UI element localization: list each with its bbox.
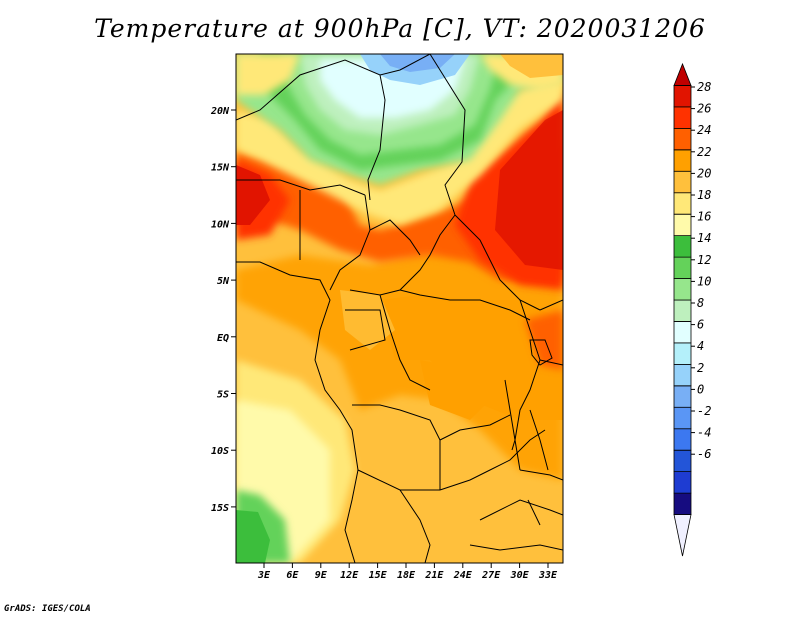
- colorbar-segment: [673, 299, 692, 322]
- colorbar-segment: [673, 192, 692, 215]
- colorbar-segment: [673, 149, 692, 172]
- colorbar-label: 28: [697, 80, 711, 94]
- colorbar-segment: [673, 449, 692, 473]
- lon-tick-label: 9E: [315, 570, 328, 581]
- colorbar-label: 14: [697, 231, 711, 245]
- colorbar-segment: [673, 256, 692, 279]
- lat-tick-label: 5N: [217, 276, 230, 287]
- colorbar-segment: [673, 235, 692, 258]
- colorbar-segment: [673, 106, 692, 129]
- colorbar-segment: [673, 321, 692, 344]
- lon-tick-label: 18E: [397, 570, 416, 581]
- colorbar-label: -6: [697, 447, 711, 461]
- colorbar-label: 8: [697, 296, 704, 310]
- temperature-field: [236, 54, 563, 563]
- colorbar-label: 4: [697, 339, 704, 353]
- colorbar-label: 24: [697, 123, 711, 137]
- colorbar-segment: [673, 514, 692, 557]
- colorbar-label: 18: [697, 188, 711, 202]
- plot-frame: [235, 53, 564, 564]
- colorbar-segment: [673, 428, 692, 451]
- lon-tick-label: 27E: [481, 570, 501, 581]
- colorbar-segment: [673, 127, 692, 151]
- lon-tick-label: 21E: [424, 570, 444, 581]
- lat-tick-label: 15S: [211, 503, 229, 514]
- colorbar-label: 16: [697, 210, 711, 224]
- lon-tick-label: 6E: [286, 570, 299, 581]
- lat-tick-label: 5S: [217, 390, 229, 401]
- colorbar-segment: [673, 342, 692, 365]
- borders: [236, 54, 563, 563]
- colorbar-segment: [673, 492, 692, 515]
- colorbar-segment: [673, 85, 692, 108]
- colorbar-label: 20: [697, 166, 711, 180]
- lat-tick-label: EQ: [217, 333, 229, 344]
- colorbar-label: 6: [697, 318, 704, 332]
- colorbar-segment: [673, 363, 692, 387]
- lon-tick-label: 12E: [340, 570, 359, 581]
- colorbar-segment: [673, 213, 692, 237]
- lon-tick-label: 15E: [369, 570, 388, 581]
- colorbar-label: 22: [697, 145, 711, 159]
- colorbar-label: -4: [697, 426, 711, 440]
- colorbar-label: 0: [697, 382, 704, 396]
- colorbar-label: -2: [697, 404, 711, 418]
- lon-tick-label: 24E: [453, 570, 473, 581]
- colorbar-segment: [673, 278, 692, 301]
- colorbar-label: 12: [697, 253, 711, 267]
- colorbar-segment: [673, 62, 692, 86]
- colorbar-segment: [673, 406, 692, 430]
- lon-tick-label: 30E: [510, 570, 530, 581]
- colorbar-label: 26: [697, 102, 711, 116]
- colorbar-segment: [673, 170, 692, 194]
- lon-tick-label: 3E: [257, 570, 271, 581]
- lat-tick-label: 10N: [211, 219, 230, 230]
- colorbar-segment: [673, 471, 692, 494]
- lat-tick-label: 10S: [211, 446, 229, 457]
- colorbar-segment: [673, 385, 692, 408]
- longitude-axis: 3E 6E 9E 12E 15E 18E 21E 24E 27E 30E 33E: [257, 563, 558, 581]
- footer-credit: GrADS: IGES/COLA: [4, 604, 91, 614]
- lon-tick-label: 33E: [538, 570, 558, 581]
- colorbar-label: 10: [697, 274, 711, 288]
- chart-title: Temperature at 900hPa [C], VT: 202003120…: [94, 14, 706, 43]
- lat-tick-label: 20N: [210, 106, 230, 117]
- colorbar-label: 2: [697, 361, 704, 375]
- latitude-axis: 20N 15N 10N 5N EQ 5S 10S 15S: [210, 106, 236, 514]
- lat-tick-label: 15N: [211, 163, 230, 174]
